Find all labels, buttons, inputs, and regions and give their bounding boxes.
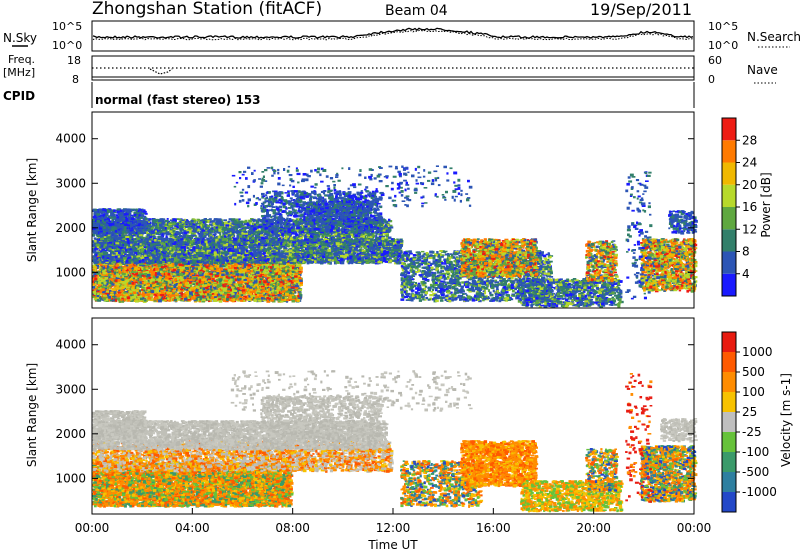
nave-tick-bottom: 0 bbox=[708, 73, 715, 86]
nave-label: Nave bbox=[747, 63, 778, 77]
cpid-text: normal (fast stereo) 153 bbox=[95, 93, 261, 107]
beam-title: Beam 04 bbox=[385, 3, 448, 19]
freq-tick-bottom: 8 bbox=[72, 73, 79, 86]
noise-panel-frame bbox=[92, 21, 694, 51]
power-echo bbox=[167, 294, 170, 296]
freq-unit: [MHz] bbox=[3, 66, 35, 79]
freq-label: Freq. bbox=[8, 53, 35, 66]
date-title: 19/Sep/2011 bbox=[590, 0, 692, 19]
power-echo bbox=[168, 278, 172, 280]
freq-tick-top: 18 bbox=[67, 54, 81, 67]
nsearch-label: N.Search bbox=[747, 30, 800, 44]
nsky-tick-top: 10^5 bbox=[52, 20, 82, 33]
nave-tick-top: 60 bbox=[708, 54, 722, 67]
power-echo bbox=[297, 300, 300, 303]
station-title: Zhongshan Station (fitACF) bbox=[92, 0, 322, 19]
nsky-tick-bottom: 10^0 bbox=[52, 39, 82, 52]
noise-traces bbox=[93, 28, 693, 40]
power-scatter-data bbox=[92, 165, 698, 307]
nsearch-tick-top: 10^5 bbox=[708, 20, 738, 33]
power-echo bbox=[97, 299, 101, 302]
power-echo bbox=[243, 276, 246, 278]
power-echo bbox=[294, 291, 296, 294]
nsky-label: N.Sky bbox=[3, 31, 37, 45]
nsearch-tick-bottom: 10^0 bbox=[708, 39, 738, 52]
freq-dip bbox=[150, 69, 172, 74]
cpid-label: CPID bbox=[3, 89, 35, 103]
power-echo bbox=[141, 289, 144, 291]
power-echo bbox=[300, 284, 303, 286]
nsky-trace bbox=[93, 28, 693, 38]
power-echo bbox=[133, 279, 136, 282]
